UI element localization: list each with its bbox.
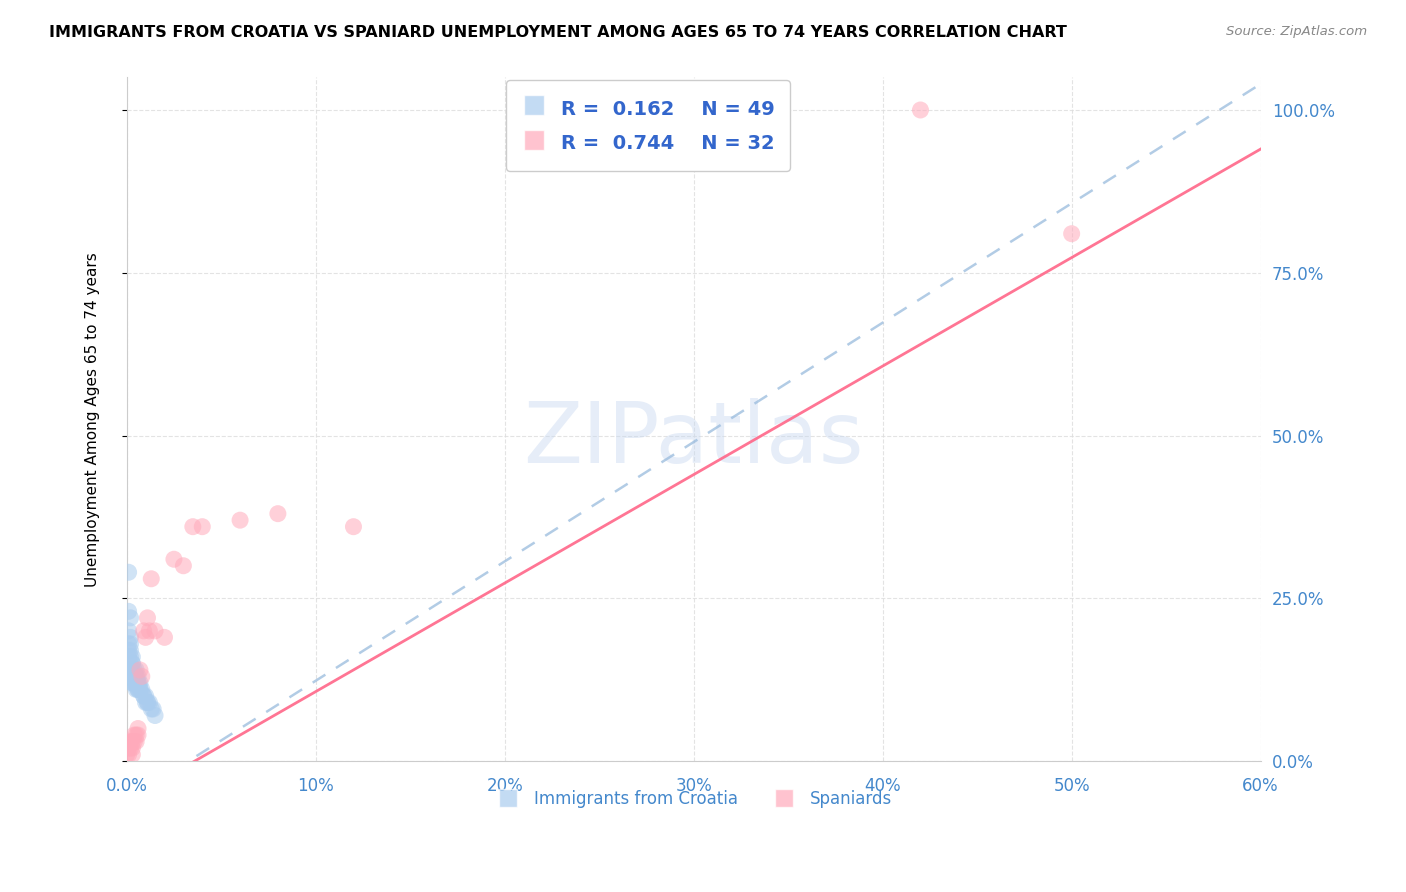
Point (121, 747, 143, 762)
Point (127, 669, 149, 683)
Point (125, 676, 148, 690)
Point (117, 637, 139, 651)
Point (181, 519, 204, 533)
Point (342, 519, 364, 533)
Point (172, 558, 194, 573)
Point (125, 734, 148, 748)
Point (1060, 227, 1083, 241)
Point (121, 663, 143, 677)
Point (910, 103, 932, 117)
Point (127, 676, 149, 690)
Point (121, 676, 143, 690)
Point (141, 702, 163, 716)
Point (120, 637, 142, 651)
Point (131, 669, 153, 683)
Point (129, 663, 152, 677)
Point (117, 624, 139, 638)
Point (132, 689, 155, 703)
Point (121, 649, 143, 664)
Point (115, 747, 138, 762)
Point (143, 624, 166, 638)
Point (122, 728, 145, 742)
Point (121, 734, 143, 748)
Point (117, 741, 139, 756)
Point (127, 722, 149, 736)
Point (125, 669, 148, 683)
Point (121, 669, 143, 683)
Point (135, 631, 157, 645)
Point (138, 696, 160, 710)
Point (120, 611, 142, 625)
Point (125, 682, 148, 697)
Point (132, 624, 155, 638)
Point (135, 689, 157, 703)
Y-axis label: Unemployment Among Ages 65 to 74 years: Unemployment Among Ages 65 to 74 years (86, 252, 100, 587)
Point (141, 572, 163, 586)
Point (122, 663, 145, 677)
Point (117, 643, 139, 657)
Point (163, 552, 186, 566)
Point (120, 734, 142, 748)
Point (131, 682, 153, 697)
Point (229, 513, 252, 527)
Point (127, 676, 149, 690)
Point (125, 663, 148, 677)
Point (122, 669, 145, 683)
Point (129, 676, 152, 690)
Point (120, 663, 142, 677)
Point (125, 676, 148, 690)
Point (125, 728, 148, 742)
Point (121, 741, 143, 756)
Point (127, 682, 149, 697)
Point (122, 734, 145, 748)
Point (136, 696, 159, 710)
Point (153, 631, 176, 645)
Point (117, 747, 139, 762)
Text: Source: ZipAtlas.com: Source: ZipAtlas.com (1226, 25, 1367, 38)
Point (129, 682, 152, 697)
Text: IMMIGRANTS FROM CROATIA VS SPANIARD UNEMPLOYMENT AMONG AGES 65 TO 74 YEARS CORRE: IMMIGRANTS FROM CROATIA VS SPANIARD UNEM… (49, 25, 1067, 40)
Point (191, 519, 214, 533)
Point (125, 669, 148, 683)
Point (121, 657, 143, 671)
Point (120, 631, 142, 645)
Point (120, 741, 142, 756)
Point (136, 611, 159, 625)
Point (121, 657, 143, 671)
Point (135, 696, 157, 710)
Point (117, 566, 139, 580)
Point (121, 669, 143, 683)
Point (117, 604, 139, 618)
Legend: Immigrants from Croatia, Spaniards: Immigrants from Croatia, Spaniards (489, 783, 898, 814)
Point (121, 676, 143, 690)
Point (129, 682, 152, 697)
Point (132, 689, 155, 703)
Point (127, 682, 149, 697)
Point (117, 649, 139, 664)
Point (138, 624, 160, 638)
Point (143, 708, 166, 723)
Point (142, 702, 165, 716)
Point (122, 676, 145, 690)
Point (122, 669, 145, 683)
Text: ZIPatlas: ZIPatlas (523, 398, 863, 482)
Point (120, 643, 142, 657)
Point (136, 696, 159, 710)
Point (127, 728, 149, 742)
Point (120, 649, 142, 664)
Point (267, 507, 290, 521)
